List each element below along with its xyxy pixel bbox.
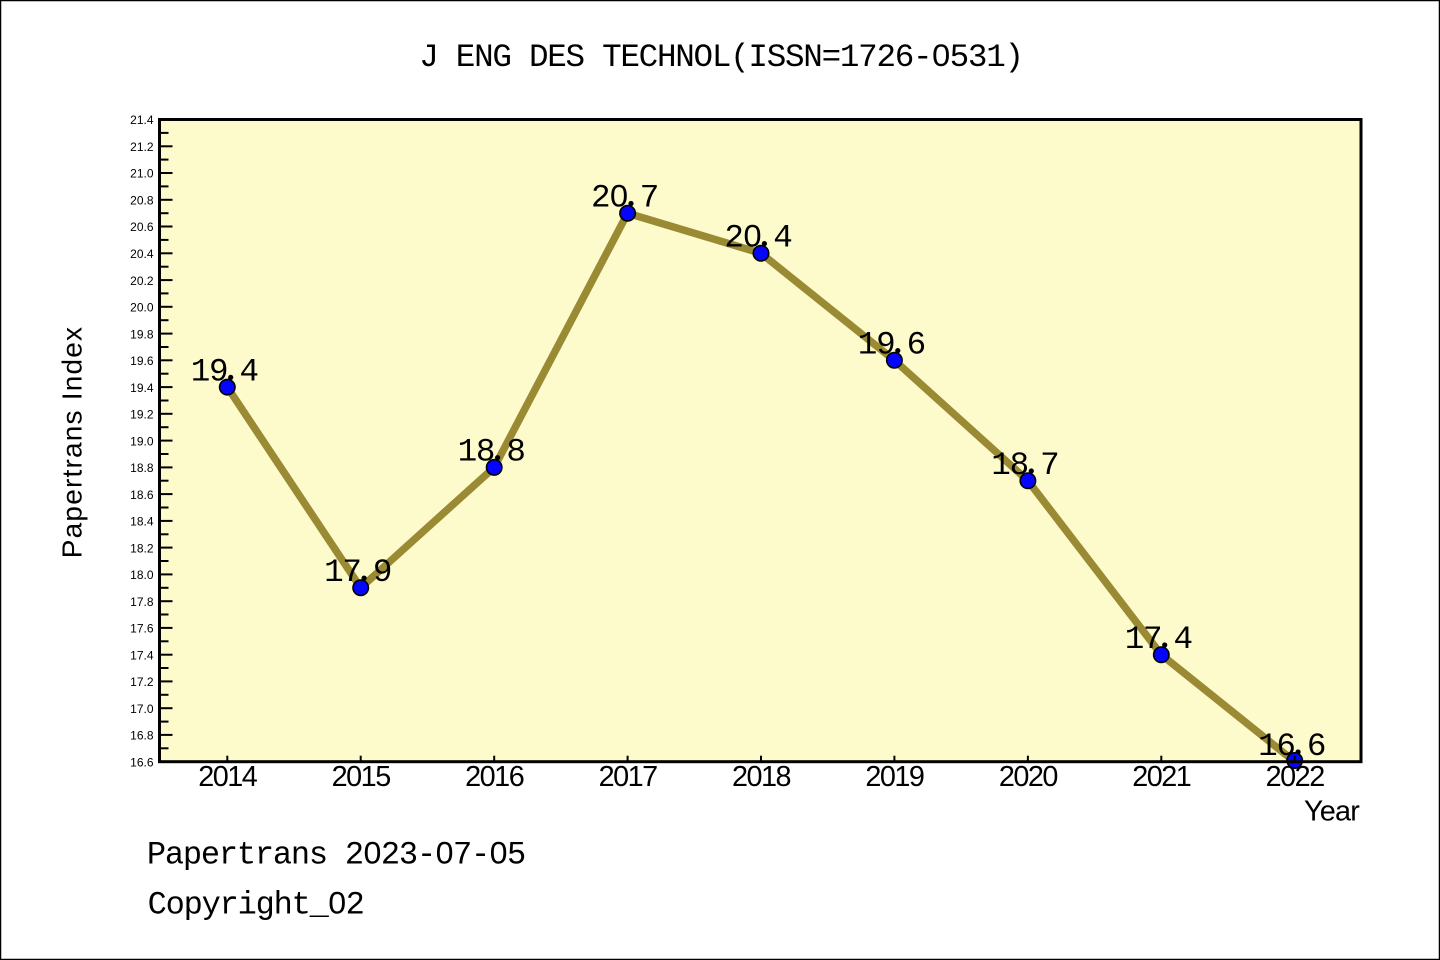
svg-text:17.2: 17.2: [130, 675, 154, 689]
svg-text:4: 4: [773, 220, 791, 257]
svg-text:20.8: 20.8: [130, 194, 154, 208]
svg-text:20.6: 20.6: [130, 220, 154, 234]
svg-text:18.2: 18.2: [130, 541, 154, 555]
svg-text:2018: 2018: [732, 761, 791, 793]
svg-text:2016: 2016: [465, 761, 524, 793]
svg-text:18.6: 18.6: [130, 488, 154, 502]
svg-text:Copyright_02: Copyright_02: [148, 887, 364, 924]
svg-text:19.6: 19.6: [130, 354, 154, 368]
svg-text:18.8: 18.8: [130, 461, 154, 475]
svg-text:18.0: 18.0: [130, 568, 154, 582]
svg-text:Papertrans 2023-07-05: Papertrans 2023-07-05: [147, 837, 525, 874]
svg-text:17.0: 17.0: [130, 702, 154, 716]
svg-text:2020: 2020: [999, 761, 1058, 793]
svg-text:Papertrans Index: Papertrans Index: [57, 326, 88, 558]
svg-text:17.8: 17.8: [130, 595, 154, 609]
svg-text:2015: 2015: [332, 761, 391, 793]
svg-text:20.0: 20.0: [130, 301, 154, 315]
svg-text:16.6: 16.6: [130, 755, 154, 769]
svg-text:9: 9: [373, 554, 391, 591]
svg-text:6: 6: [1307, 728, 1325, 765]
svg-text:7: 7: [1040, 447, 1058, 484]
svg-text:4: 4: [240, 353, 258, 390]
svg-text:20.2: 20.2: [130, 274, 154, 288]
svg-text:7: 7: [640, 180, 658, 217]
svg-text:2014: 2014: [198, 761, 258, 793]
svg-text:21.2: 21.2: [130, 140, 154, 154]
svg-text:19.0: 19.0: [130, 434, 154, 448]
svg-text:16.8: 16.8: [130, 729, 154, 743]
svg-text:17.6: 17.6: [130, 622, 154, 636]
svg-text:20.4: 20.4: [130, 247, 154, 261]
svg-text:21.0: 21.0: [130, 167, 154, 181]
svg-text:2021: 2021: [1132, 761, 1191, 793]
svg-text:19.8: 19.8: [130, 327, 154, 341]
svg-text:2017: 2017: [599, 761, 658, 793]
svg-text:Year: Year: [1304, 796, 1360, 828]
svg-text:4: 4: [1174, 621, 1192, 658]
svg-text:18.4: 18.4: [130, 515, 154, 529]
svg-text:19.2: 19.2: [130, 408, 154, 422]
svg-text:6: 6: [907, 327, 925, 364]
svg-text:J ENG DES TECHNOL(ISSN=1726-05: J ENG DES TECHNOL(ISSN=1726-0531): [419, 39, 1023, 76]
svg-text:21.4: 21.4: [130, 113, 154, 127]
svg-text:19.4: 19.4: [130, 381, 154, 395]
svg-text:17.4: 17.4: [130, 648, 154, 662]
svg-text:2019: 2019: [865, 761, 924, 793]
svg-text:8: 8: [506, 434, 524, 471]
